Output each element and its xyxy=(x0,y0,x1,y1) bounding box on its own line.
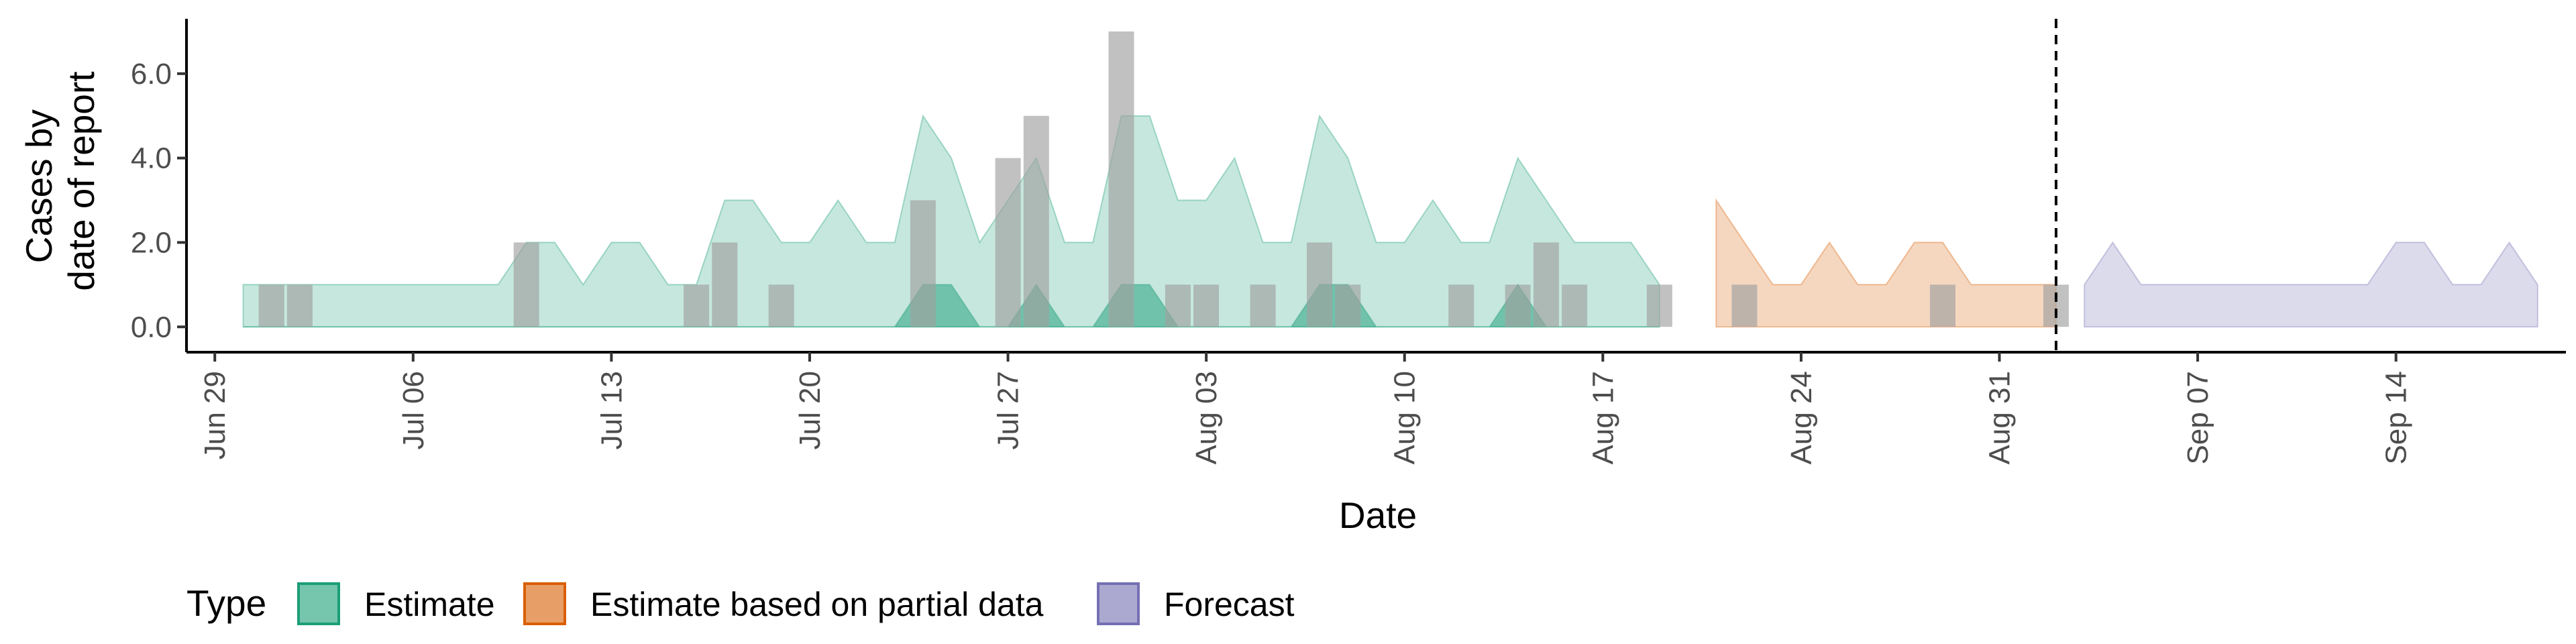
bar-2020-07-19 xyxy=(768,284,794,327)
x-tick-label: Jul 06 xyxy=(397,371,430,449)
legend-items: Estimate Estimate based on partial data Fo… xyxy=(297,582,1295,625)
bar-2020-08-22 xyxy=(1731,284,1758,327)
x-tick-label: Sep 07 xyxy=(2182,371,2214,464)
y-axis-title: Cases by date of report xyxy=(18,71,102,290)
legend-label-estimate-based-on-partial-data: Estimate based on partial data xyxy=(590,586,1044,623)
x-tick-label: Aug 10 xyxy=(1389,371,1421,464)
estimate-inner-ribbon xyxy=(243,283,1660,328)
bar-2020-08-15 xyxy=(1533,242,1559,327)
bar-2020-08-07 xyxy=(1307,242,1332,327)
bar-2020-07-27 xyxy=(995,158,1021,327)
bar-2020-08-03 xyxy=(1193,284,1220,327)
bar-2020-08-14 xyxy=(1505,284,1531,327)
x-tick-label: Jun 29 xyxy=(199,371,231,460)
legend-key-estimate xyxy=(297,582,340,625)
x-tick-label: Aug 24 xyxy=(1785,371,1818,464)
x-tick-label: Jul 27 xyxy=(992,371,1025,449)
bar-2020-08-19 xyxy=(1646,284,1672,327)
bar-2020-09-02 xyxy=(2043,284,2069,327)
bar-2020-08-12 xyxy=(1448,284,1474,327)
bar-2020-08-16 xyxy=(1562,284,1588,327)
bar-2020-07-01 xyxy=(258,284,284,327)
x-tick-label: Aug 31 xyxy=(1984,371,2017,464)
plot-area xyxy=(242,19,2538,352)
bar-2020-07-31 xyxy=(1108,31,1134,327)
legend-label-estimate: Estimate xyxy=(364,586,495,623)
bar-2020-08-05 xyxy=(1250,284,1276,327)
legend: Type Estimate Estimate based on partial d… xyxy=(186,582,1295,625)
legend-title: Type xyxy=(186,582,266,624)
bar-2020-08-02 xyxy=(1165,284,1191,327)
x-axis-title: Date xyxy=(1339,494,1417,536)
y-tick-label: 6.0 xyxy=(131,58,172,91)
y-tick-label: 4.0 xyxy=(131,142,172,175)
bar-2020-07-24 xyxy=(910,200,936,327)
x-tick-label: Sep 14 xyxy=(2380,371,2413,464)
y-tick-label: 2.0 xyxy=(131,226,172,259)
estimate-based-on-partial-data-outer-ribbon xyxy=(1715,198,2057,328)
bar-2020-07-16 xyxy=(684,284,710,327)
legend-key-estimate-based-on-partial-data xyxy=(523,582,566,625)
bar-2020-07-10 xyxy=(513,242,539,327)
x-tick-label: Aug 03 xyxy=(1190,371,1223,464)
y-axis-title-line-1: Cases by xyxy=(18,109,60,264)
bar-2020-07-28 xyxy=(1023,115,1049,327)
y-tick-label: 0.0 xyxy=(131,311,172,343)
bar-2020-07-02 xyxy=(286,284,313,327)
x-tick-label: Jul 20 xyxy=(794,371,826,449)
y-axis-ticks: 0.0 2.0 4.0 6.0 xyxy=(131,58,186,343)
bar-2020-08-29 xyxy=(1930,284,1955,327)
bar-2020-08-08 xyxy=(1335,284,1361,327)
y-axis-title-line-2: date of report xyxy=(60,71,102,290)
x-tick-label: Aug 17 xyxy=(1587,371,1619,464)
x-axis-ticks: Jun 29 Jul 06 Jul 13 Jul 20 Jul 27 Aug 03 Aug … xyxy=(199,352,2413,464)
estimate-outer-ribbon xyxy=(242,114,1660,328)
x-tick-label: Jul 13 xyxy=(595,371,628,449)
legend-label-forecast: Forecast xyxy=(1164,586,1295,623)
bar-2020-07-17 xyxy=(712,242,738,327)
legend-key-forecast xyxy=(1097,582,1140,625)
forecast-outer-ribbon xyxy=(2084,241,2538,328)
